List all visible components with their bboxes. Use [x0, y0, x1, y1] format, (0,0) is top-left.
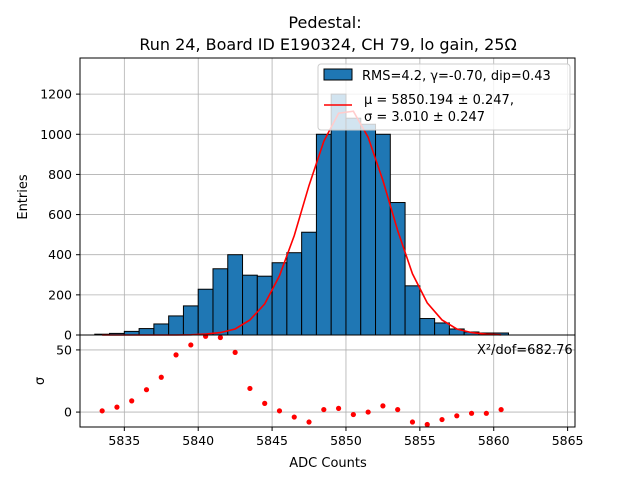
residual-point — [424, 421, 430, 428]
residual-point — [468, 410, 475, 416]
top-y-axis-label: Entries — [16, 174, 31, 220]
histogram-bar — [197, 288, 214, 336]
bottom-panel-grid — [80, 335, 575, 427]
top-y-tick-label: 0 — [64, 328, 72, 343]
legend-box — [317, 63, 571, 131]
x-ticks: 5835 5840 5845 5850 5855 5860 5865 — [108, 427, 584, 448]
histogram-bar — [256, 275, 273, 336]
legend-fit-label-line-1: μ = 5850.194 ± 0.247, — [364, 93, 514, 108]
residual-point — [409, 419, 416, 425]
residual-point — [454, 413, 460, 419]
residual-point — [217, 334, 223, 341]
residual-point — [483, 410, 489, 416]
residual-point — [129, 398, 135, 404]
residual-point — [202, 333, 209, 339]
x-tick-label: 5850 — [330, 433, 362, 448]
residual-point — [262, 400, 268, 406]
histogram-bar — [419, 318, 436, 336]
histogram-bar — [345, 117, 362, 336]
top-y-tick-label: 1200 — [40, 87, 72, 102]
residual-point — [99, 408, 105, 414]
residual-point — [321, 406, 327, 413]
residual-point — [291, 414, 297, 420]
legend-fit-label-line-2: σ = 3.010 ± 0.247 — [364, 110, 485, 125]
bottom-y-tick-label: 0 — [64, 405, 72, 420]
legend: RMS=4.2, γ=-0.70, dip=0.43 μ = 5850.194 … — [317, 63, 571, 131]
bottom-y-ticks: 0 50 — [56, 342, 80, 420]
histogram-bar — [242, 274, 258, 336]
top-y-tick-label: 800 — [48, 167, 72, 182]
residual-point — [365, 409, 371, 415]
residual-point — [350, 411, 356, 418]
residual-point — [173, 352, 179, 358]
chi-square-annotation: X²/dof=682.76 — [477, 343, 573, 358]
x-tick-label: 5840 — [182, 433, 214, 448]
x-tick-label: 5865 — [552, 433, 584, 448]
histogram-bars — [94, 93, 510, 336]
residual-point — [114, 404, 120, 410]
histogram-bar — [360, 123, 377, 336]
histogram-bar — [315, 133, 332, 336]
residual-points — [99, 333, 504, 428]
histogram-bar — [168, 315, 184, 336]
histogram-bar — [301, 231, 317, 336]
residual-point — [158, 374, 164, 380]
histogram-bar — [389, 202, 406, 336]
residual-point — [232, 349, 238, 356]
histogram-bar — [138, 328, 155, 336]
residual-point — [143, 387, 150, 393]
histogram-bar — [227, 254, 244, 336]
histogram-bar — [153, 323, 170, 336]
bottom-y-tick-label: 50 — [56, 342, 72, 357]
histogram-bar — [286, 252, 303, 336]
histogram-bar — [434, 322, 450, 336]
x-tick-label: 5860 — [478, 433, 510, 448]
chart-subtitle: Run 24, Board ID E190324, CH 79, lo gain… — [139, 35, 516, 54]
x-tick-label: 5835 — [108, 433, 140, 448]
residual-point — [335, 405, 342, 411]
x-axis-label: ADC Counts — [289, 456, 367, 471]
residual-point — [276, 408, 283, 414]
histogram-bar — [182, 305, 199, 336]
x-tick-label: 5845 — [256, 433, 288, 448]
bottom-y-axis-label: σ — [33, 377, 48, 385]
residual-point — [188, 342, 194, 348]
x-tick-label: 5855 — [404, 433, 436, 448]
residual-point — [439, 416, 445, 423]
top-y-tick-label: 600 — [48, 207, 72, 222]
bottom-panel-frame — [79, 334, 576, 428]
histogram-bar — [404, 285, 421, 336]
legend-histogram-label: RMS=4.2, γ=-0.70, dip=0.43 — [362, 69, 551, 84]
residual-point — [498, 406, 504, 413]
residual-point — [395, 406, 401, 413]
top-y-tick-label: 200 — [48, 287, 72, 302]
top-y-tick-label: 400 — [48, 247, 72, 262]
residual-point — [306, 419, 312, 425]
residual-point — [380, 403, 386, 409]
chart-title: Pedestal: — [288, 13, 361, 32]
top-y-tick-label: 1000 — [40, 127, 72, 142]
top-y-ticks: 0 200 400 600 800 1000 1200 — [40, 87, 80, 343]
residual-point — [247, 385, 253, 392]
legend-bar-swatch — [323, 68, 353, 81]
histogram-bar — [212, 268, 229, 336]
